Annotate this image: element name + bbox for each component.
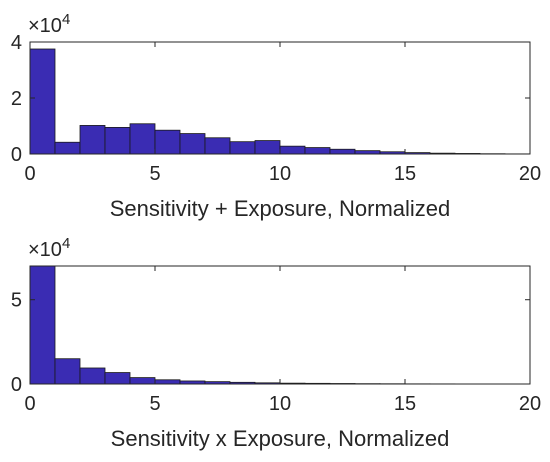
bottom-x-axis-label: Sensitivity x Exposure, Normalized [111,426,450,451]
bottom-histogram-bar-2 [79,367,106,385]
top-histogram-bar-2 [79,125,106,155]
bottom-x-tick-label-2: 10 [269,393,291,415]
top-y-tick-label-0: 0 [11,144,22,166]
top-histogram-bar-7 [204,137,231,155]
bottom-histogram-bar-3 [104,372,131,385]
top-y-exponent-label: ×104 [28,11,70,37]
bottom-histogram-bar-5 [154,379,181,385]
top-histogram-bars [29,48,531,155]
bottom-y-ticks: 05 [11,290,530,396]
top-x-tick-label-4: 20 [519,163,541,185]
top-y-exponent-power: 4 [62,11,70,28]
top-histogram-bar-12 [329,148,356,155]
top-x-tick-label-2: 10 [269,163,291,185]
top-histogram-bar-5 [154,129,181,155]
top-x-axis-label: Sensitivity + Exposure, Normalized [110,196,451,221]
top-histogram-bar-9 [254,140,281,155]
top-x-ticks: 0 5 10 15 20 [24,42,541,185]
top-histogram-bar-1 [54,141,81,155]
top-histogram-bar-3 [104,127,131,155]
bottom-x-tick-label-1: 5 [149,393,160,415]
bottom-histogram-bar-1 [54,358,81,385]
bottom-x-tick-label-0: 0 [24,393,35,415]
bottom-x-ticks: 0 5 10 15 20 [24,266,541,415]
bottom-plot-frame [29,265,531,385]
top-y-tick-label-2: 4 [11,32,22,54]
bottom-histogram-bar-0 [29,265,56,385]
top-y-exponent-base: ×10 [28,15,62,37]
top-histogram-bar-11 [304,147,331,155]
top-y-ticks: 0 2 4 [11,32,530,166]
top-histogram-bar-6 [179,133,206,155]
top-x-tick-label-0: 0 [24,163,35,185]
bottom-histogram-bars [29,265,531,385]
top-histogram-bar-10 [279,145,306,155]
bottom-y-exponent-label: ×104 [28,235,70,261]
top-histogram-bar-13 [354,150,381,155]
bottom-x-tick-label-3: 15 [394,393,416,415]
top-y-tick-label-1: 2 [11,88,22,110]
bottom-y-tick-label-0: 0 [11,374,22,396]
top-histogram-bar-0 [29,48,56,155]
bottom-x-tick-label-4: 20 [519,393,541,415]
top-x-tick-label-1: 5 [149,163,160,185]
bottom-histogram-bar-4 [129,377,156,385]
top-x-tick-label-3: 15 [394,163,416,185]
bottom-y-exponent-base: ×10 [28,239,62,261]
bottom-y-tick-label-1: 5 [11,290,22,312]
top-histogram-bar-8 [229,141,256,155]
top-histogram-panel: 0 5 10 15 20 024 ×104 Sensitivity + Exposure… [11,11,541,221]
bottom-y-exponent-power: 4 [62,235,70,252]
bottom-histogram-panel: 0 5 10 15 20 05 ×104 Sensitivity x Exposure,… [11,235,541,451]
top-histogram-bar-4 [129,123,156,155]
